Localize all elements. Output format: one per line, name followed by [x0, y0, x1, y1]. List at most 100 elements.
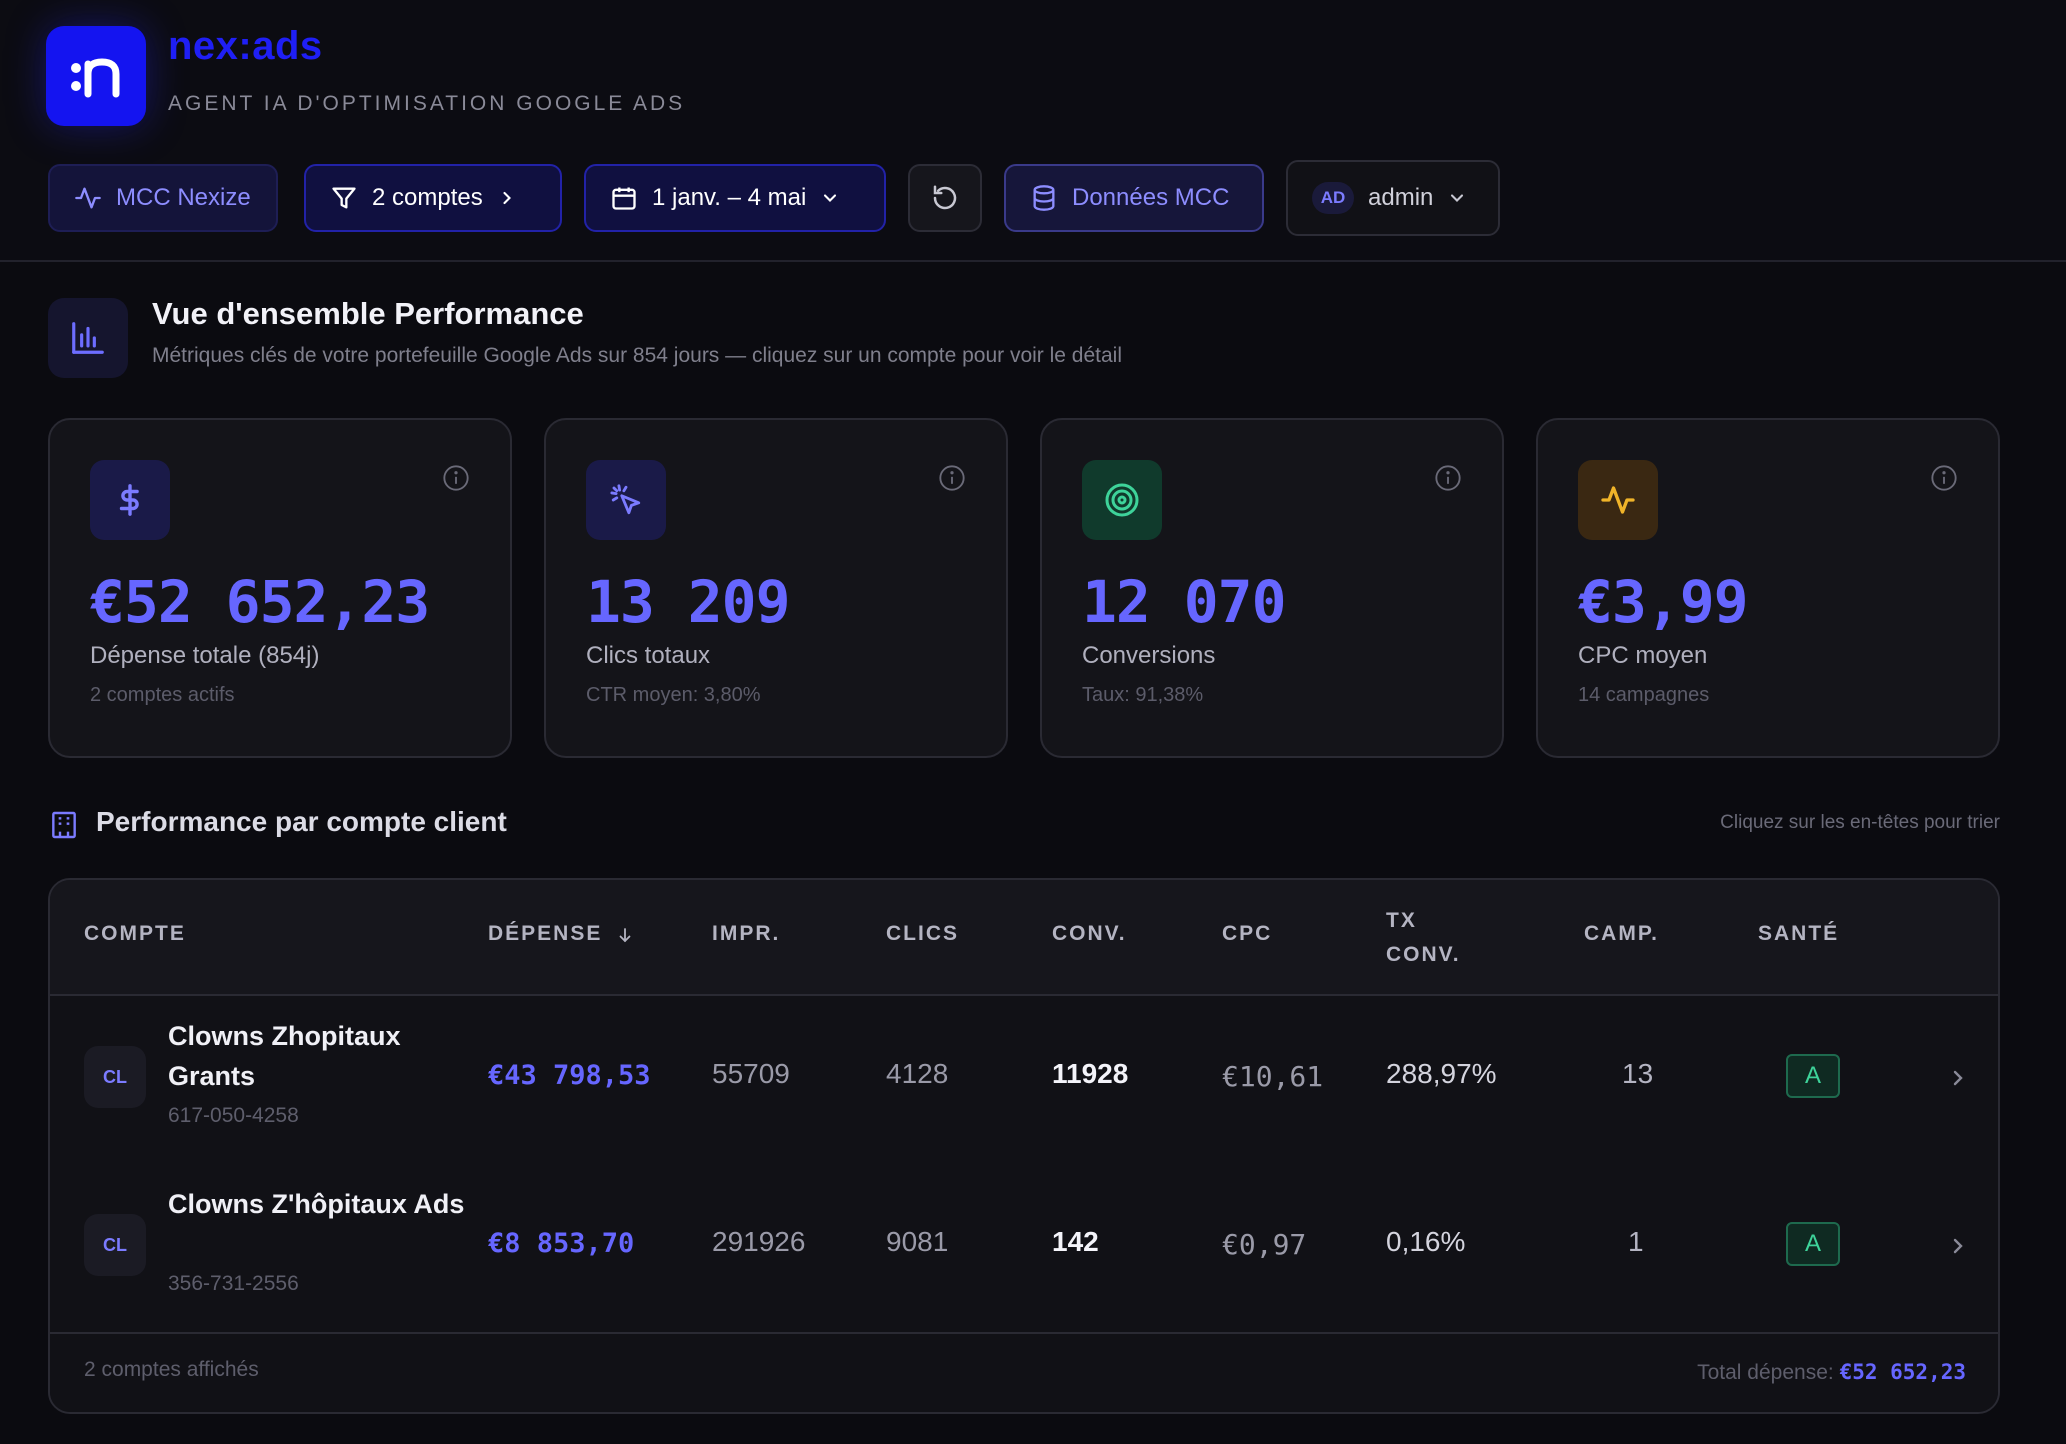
chevron-right-icon[interactable] [1946, 1234, 1970, 1258]
sort-hint: Cliquez sur les en-têtes pour trier [1720, 812, 2000, 833]
mcc-data-button[interactable]: Données MCC [1004, 164, 1264, 232]
col-account[interactable]: COMPTE [84, 922, 186, 945]
user-name: admin [1368, 184, 1434, 211]
health-badge: A [1786, 1222, 1840, 1266]
table-row[interactable]: CL Clowns Zhopitaux Grants 617-050-4258 … [50, 996, 1998, 1164]
kpi-sub: 14 campagnes [1578, 684, 1710, 706]
kpi-label: Dépense totale (854j) [90, 642, 320, 669]
accounts-table: COMPTE DÉPENSE IMPR. CLICS CONV. CPC TX … [48, 878, 2000, 1414]
col-spend[interactable]: DÉPENSE [488, 922, 634, 946]
mcc-data-label: Données MCC [1072, 184, 1230, 211]
account-cpc: €10,61 [1222, 1060, 1324, 1093]
account-id: 617-050-4258 [168, 1104, 299, 1127]
logo-mark-icon [71, 58, 120, 98]
accounts-filter-label: 2 comptes [372, 184, 483, 211]
kpi-value: 12 070 [1082, 568, 1287, 636]
account-conv-rate: 0,16% [1386, 1226, 1466, 1257]
target-icon [1082, 460, 1162, 540]
account-conv-rate: 288,97% [1386, 1058, 1497, 1089]
health-badge: A [1786, 1054, 1840, 1098]
col-conv-rate[interactable]: TX CONV. [1386, 904, 1461, 972]
info-icon[interactable] [442, 464, 470, 492]
account-campaigns: 1 [1628, 1226, 1644, 1257]
col-conv-rate-line2: CONV. [1386, 943, 1461, 966]
table-footer: 2 comptes affichés Total dépense: €52 65… [50, 1332, 1998, 1412]
chevron-right-icon[interactable] [1946, 1066, 1970, 1090]
col-campaigns[interactable]: CAMP. [1584, 922, 1659, 945]
activity-icon [1578, 460, 1658, 540]
chevron-down-icon [1451, 194, 1464, 202]
col-health[interactable]: SANTÉ [1758, 922, 1840, 945]
account-spend: €43 798,53 [488, 1060, 651, 1091]
chevron-down-icon [824, 194, 837, 202]
account-conversions: 11928 [1052, 1058, 1129, 1089]
building-icon [52, 811, 76, 839]
kpi-sub: 2 comptes actifs [90, 684, 235, 706]
chevron-right-icon [503, 191, 511, 205]
activity-icon [75, 187, 101, 209]
col-spend-label: DÉPENSE [488, 922, 603, 945]
kpi-sub: Taux: 91,38% [1082, 684, 1204, 706]
accounts-count: 2 comptes affichés [84, 1358, 259, 1381]
cursor-click-icon [586, 460, 666, 540]
mcc-label: MCC Nexize [116, 184, 251, 211]
kpi-value: 13 209 [586, 568, 791, 636]
app-header: nex:ads AGENT IA D'OPTIMISATION GOOGLE A… [0, 0, 2066, 262]
kpi-card-cpc[interactable]: €3,99 CPC moyen 14 campagnes [1536, 418, 2000, 758]
account-impressions: 291926 [712, 1226, 806, 1257]
user-avatar: AD [1312, 182, 1354, 214]
account-avatar: CL [84, 1046, 146, 1108]
overview-title: Vue d'ensemble Performance [152, 296, 584, 331]
brand-tagline: AGENT IA D'OPTIMISATION GOOGLE ADS [168, 92, 686, 115]
account-campaigns: 13 [1622, 1058, 1654, 1089]
kpi-value: €52 652,23 [90, 568, 430, 636]
account-conversions: 142 [1052, 1226, 1099, 1257]
user-menu[interactable]: AD admin [1286, 160, 1500, 236]
total-spend: Total dépense: €52 652,23 [1697, 1360, 1966, 1385]
dollar-icon [90, 460, 170, 540]
overview-subtitle: Métriques clés de votre portefeuille Goo… [152, 344, 1122, 367]
date-range-label: 1 janv. – 4 mai [652, 184, 807, 211]
account-clicks: 9081 [886, 1226, 949, 1257]
kpi-label: Conversions [1082, 642, 1216, 669]
kpi-card-conversions[interactable]: 12 070 Conversions Taux: 91,38% [1040, 418, 1504, 758]
kpi-card-clicks[interactable]: 13 209 Clics totaux CTR moyen: 3,80% [544, 418, 1008, 758]
account-clicks: 4128 [886, 1058, 949, 1089]
date-range-picker[interactable]: 1 janv. – 4 mai [584, 164, 886, 232]
arrow-down-icon [619, 928, 631, 943]
col-conversions[interactable]: CONV. [1052, 922, 1127, 945]
mcc-button[interactable]: MCC Nexize [48, 164, 278, 232]
total-spend-value: €52 652,23 [1839, 1360, 1966, 1384]
kpi-value: €3,99 [1578, 568, 1749, 636]
bar-chart-icon [48, 298, 128, 378]
account-cpc: €0,97 [1222, 1228, 1307, 1261]
accounts-section-title: Performance par compte client [96, 806, 507, 837]
kpi-sub: CTR moyen: 3,80% [586, 684, 761, 706]
info-icon[interactable] [938, 464, 966, 492]
total-spend-label: Total dépense: [1697, 1361, 1834, 1384]
app-logo[interactable] [46, 26, 146, 126]
database-icon [1033, 185, 1055, 211]
col-cpc[interactable]: CPC [1222, 922, 1273, 945]
col-impressions[interactable]: IMPR. [712, 922, 781, 945]
filter-icon [332, 187, 356, 209]
col-conv-rate-line1: TX [1386, 909, 1417, 932]
kpi-label: Clics totaux [586, 642, 711, 669]
accounts-filter-button[interactable]: 2 comptes [304, 164, 562, 232]
account-impressions: 55709 [712, 1058, 790, 1089]
info-icon[interactable] [1434, 464, 1462, 492]
refresh-button[interactable] [908, 164, 982, 232]
brand-name: nex:ads [168, 24, 323, 68]
kpi-card-spend[interactable]: €52 652,23 Dépense totale (854j) 2 compt… [48, 418, 512, 758]
col-clicks[interactable]: CLICS [886, 922, 959, 945]
account-name: Clowns Zhopitaux Grants [168, 1021, 401, 1091]
info-icon[interactable] [1930, 464, 1958, 492]
refresh-icon [933, 185, 957, 210]
table-header: COMPTE DÉPENSE IMPR. CLICS CONV. CPC TX … [50, 880, 1998, 996]
account-spend: €8 853,70 [488, 1228, 635, 1259]
kpi-label: CPC moyen [1578, 642, 1708, 669]
calendar-icon [612, 187, 636, 210]
account-avatar: CL [84, 1214, 146, 1276]
account-id: 356-731-2556 [168, 1272, 299, 1295]
table-row[interactable]: CL Clowns Z'hôpitaux Ads 356-731-2556 €8… [50, 1164, 1998, 1332]
